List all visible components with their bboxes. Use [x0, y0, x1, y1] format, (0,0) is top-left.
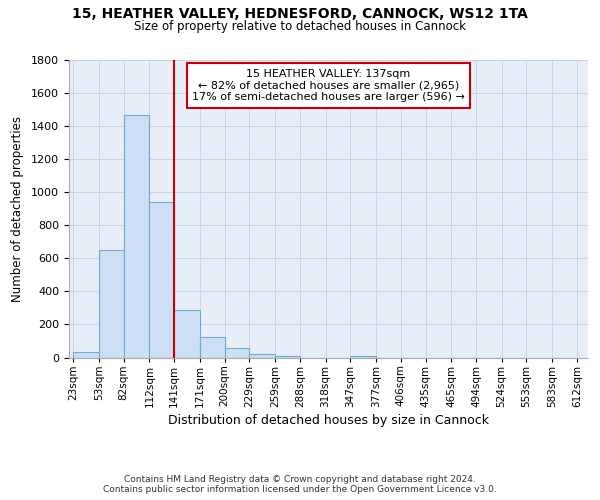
- Bar: [99, 250, 124, 358]
- Bar: [174, 310, 200, 358]
- Bar: [149, 202, 174, 358]
- Text: 15, HEATHER VALLEY, HEDNESFORD, CANNOCK, WS12 1TA: 15, HEATHER VALLEY, HEDNESFORD, CANNOCK,…: [72, 8, 528, 22]
- Bar: [250, 354, 275, 358]
- Bar: [73, 352, 99, 358]
- Text: Size of property relative to detached houses in Cannock: Size of property relative to detached ho…: [134, 20, 466, 33]
- Bar: [200, 337, 224, 357]
- Text: Contains HM Land Registry data © Crown copyright and database right 2024.: Contains HM Land Registry data © Crown c…: [124, 475, 476, 484]
- X-axis label: Distribution of detached houses by size in Cannock: Distribution of detached houses by size …: [168, 414, 489, 426]
- Bar: [124, 114, 149, 358]
- Bar: [275, 356, 300, 358]
- Text: Contains public sector information licensed under the Open Government Licence v3: Contains public sector information licen…: [103, 485, 497, 494]
- Bar: [350, 356, 376, 358]
- Bar: [224, 348, 250, 358]
- Y-axis label: Number of detached properties: Number of detached properties: [11, 116, 24, 302]
- Text: 15 HEATHER VALLEY: 137sqm
← 82% of detached houses are smaller (2,965)
17% of se: 15 HEATHER VALLEY: 137sqm ← 82% of detac…: [192, 69, 465, 102]
